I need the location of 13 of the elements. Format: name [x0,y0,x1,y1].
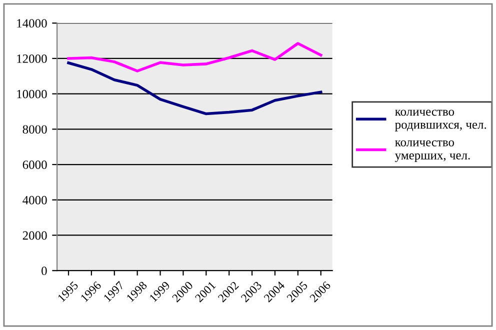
line-series [67,61,322,116]
y-tick-label: 2000 [22,231,47,240]
y-tick-label: 10000 [17,90,47,98]
legend-label: количество умерших, чел. [394,140,470,162]
y-tick-label: 8000 [22,125,47,134]
y-tick-label: 12000 [17,54,47,63]
y-tick-label: 6000 [22,160,47,169]
line-series [67,42,322,72]
y-tick-label: 4000 [22,196,47,204]
legend-label: количество родившихся, чел. [395,110,486,132]
y-tick-label: 0 [42,266,47,276]
y-tick-label: 14000 [17,19,47,28]
x-tick-label: 1999 [149,280,170,302]
